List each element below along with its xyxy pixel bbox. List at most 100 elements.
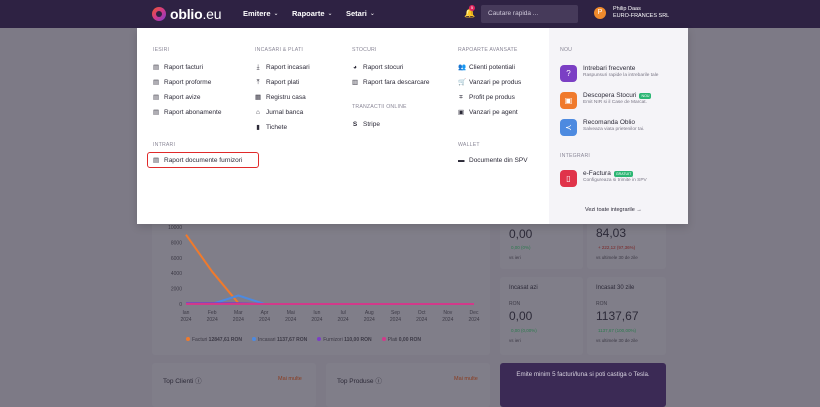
top-clienti-more-link[interactable]: Mai multe <box>278 376 302 382</box>
side-item-title: Recomanda Oblio <box>583 119 636 126</box>
clipboard-icon: ▯ <box>560 170 577 187</box>
incasat-30-label: Incasat 30 zile <box>596 285 635 291</box>
side-item-intrebari-frecvente[interactable]: ? Intrebari frecvente Raspunsuri rapide … <box>560 65 658 82</box>
menu-raport-stocuri[interactable]: ◕ Raport stocuri <box>353 64 404 71</box>
users-icon: 👥 <box>458 64 467 71</box>
top-clienti-title: Top Clienti ⓘ <box>163 378 202 385</box>
x-tick-label: 2024 <box>259 317 270 323</box>
bank-icon: ⌂ <box>256 109 260 116</box>
stripe-icon: S <box>352 121 358 128</box>
sales-chart-card: 10000 8000 6000 4000 2000 0 Ian 2024 Feb 2024 Mar 2… <box>152 215 490 355</box>
x-tick-label: 2024 <box>180 317 191 323</box>
nav-rapoarte[interactable]: Rapoarte ⌄ <box>292 9 333 18</box>
side-item-descopera-stocuri[interactable]: ▣ Descopera Stocuri NOU Emit NIR si il Ca… <box>560 92 652 109</box>
stat-card-2-sub: vs ultimele 30 de zile <box>596 255 638 260</box>
notification-bell-icon[interactable]: 🔔 <box>464 8 476 18</box>
chevron-down-icon: ⌄ <box>369 11 375 17</box>
promo-banner[interactable]: Emite minim 5 facturi/luna si poti casti… <box>500 363 666 407</box>
menu-vanzari-pe-produs[interactable]: 🛒 Vanzari pe produs <box>458 79 522 86</box>
y-tick-label: 0 <box>179 302 182 308</box>
new-badge: NOU <box>639 93 652 99</box>
x-tick-label: Mar <box>234 310 243 316</box>
y-tick-label: 4000 <box>171 271 182 277</box>
top-clienti-card: Top Clienti ⓘ Mai multe <box>152 363 316 407</box>
stat-card-2-value: 84,03 <box>596 226 627 240</box>
document-icon: ▤ <box>153 109 160 116</box>
stat-card-1: 0,00 0,00 (0%) vs ieri <box>500 215 583 269</box>
document-icon: ▤ <box>153 94 160 101</box>
menu-jurnal-banca[interactable]: ⌂ Jurnal banca <box>256 109 304 116</box>
incasat-azi-change: 0,00 (0,00%) <box>511 328 537 333</box>
x-tick-label: Sep <box>391 310 400 316</box>
logo[interactable]: oblio.eu <box>152 6 222 22</box>
x-tick-label: 2024 <box>364 317 375 323</box>
legend-item-plati[interactable]: Plati 0,00 RON <box>381 337 421 343</box>
menu-raport-incasari[interactable]: ⤓ Raport incasari <box>256 64 310 71</box>
side-item-title: Intrebari frecvente <box>583 65 636 72</box>
y-tick-label: 6000 <box>171 256 182 262</box>
section-title-stocuri: STOCURI <box>352 47 377 53</box>
menu-vanzari-pe-agent[interactable]: ▣ Vanzari pe agent <box>458 109 518 116</box>
pie-chart-icon: ◕ <box>353 64 357 71</box>
highlight-box <box>147 152 259 168</box>
x-tick-label: Mai <box>287 310 295 316</box>
incasat-azi-sub: vs ieri <box>509 338 521 343</box>
section-title-intrari: INTRARI <box>153 142 176 148</box>
incasat-azi-currency: RON <box>509 301 521 307</box>
incasat-30-card: Incasat 30 zile RON 1137,67 1137,67 (100… <box>587 277 666 355</box>
section-title-avansate: RAPOARTE AVANSATE <box>458 47 518 53</box>
top-produse-more-link[interactable]: Mai multe <box>454 376 478 382</box>
menu-profit-pe-produs[interactable]: ⌗ Profit pe produs <box>459 94 515 101</box>
search-input[interactable]: Cautare rapida ... <box>481 5 578 23</box>
stat-card-1-sub: vs ieri <box>509 255 521 260</box>
legend-item-furnizori[interactable]: Furnizori 110,00 RON <box>317 337 372 343</box>
document-icon: ▤ <box>153 157 160 164</box>
stat-card-2: 84,03 + 222,12 (97,36%) vs ultimele 30 d… <box>587 215 666 269</box>
section-title-integrari: INTEGRARI <box>560 153 591 159</box>
menu-raport-avize[interactable]: ▤ Raport avize <box>153 94 201 101</box>
menu-raport-plati[interactable]: ⤒ Raport plati <box>256 79 300 86</box>
menu-raport-documente-furnizori[interactable]: ▤ Raport documente furnizori <box>153 157 243 164</box>
user-info[interactable]: Philip Daas EURO-FRANCES SRL <box>613 6 669 20</box>
reports-columns: IESIRI ▤ Raport facturi ▤ Raport proforme … <box>137 28 549 224</box>
menu-raport-facturi[interactable]: ▤ Raport facturi <box>153 64 204 71</box>
x-tick-label: 2024 <box>416 317 427 323</box>
x-tick-label: 2024 <box>338 317 349 323</box>
document-icon: ▤ <box>153 79 160 86</box>
avatar[interactable]: P <box>594 7 606 19</box>
section-title-nou: NOU <box>560 47 573 53</box>
download-icon: ⤓ <box>256 64 260 71</box>
menu-raport-fara-descarcare[interactable]: ▥ Raport fara descarcare <box>352 79 430 86</box>
nav-emitere[interactable]: Emitere ⌄ <box>243 9 279 18</box>
side-item-recomanda-oblio[interactable]: ≺ Recomanda Oblio Salveaza viata prieten… <box>560 119 644 136</box>
menu-raport-proforme[interactable]: ▤ Raport proforme <box>153 79 212 86</box>
side-panel: NOU ? Intrebari frecvente Raspunsuri rap… <box>549 28 688 224</box>
menu-tichete[interactable]: ▮ Tichete <box>256 124 288 131</box>
legend-item-incasari[interactable]: Incasari 1137,67 RON <box>252 337 307 343</box>
y-tick-label: 2000 <box>171 287 182 293</box>
menu-stripe[interactable]: S Stripe <box>352 121 380 128</box>
incasat-30-value: 1137,67 <box>596 309 639 323</box>
menu-clienti-potentiali[interactable]: 👥 Clienti potentiali <box>458 64 515 71</box>
side-item-title: e-Factura GRATUIT <box>583 170 634 177</box>
x-tick-label: 2024 <box>311 317 322 323</box>
side-item-desc: Raspunsuri rapide la intrebarile tale <box>583 73 659 78</box>
incasat-azi-card: Incasat azi RON 0,00 0,00 (0,00%) vs ier… <box>500 277 583 355</box>
question-icon: ? <box>560 65 577 82</box>
legend-item-facturi[interactable]: Facturi 12847,61 RON <box>186 337 242 343</box>
nav-setari[interactable]: Setari ⌄ <box>346 9 375 18</box>
section-title-incasari: INCASARI & PLATI <box>255 47 304 53</box>
cart-icon: 🛒 <box>458 79 467 86</box>
see-all-integrations-link[interactable]: Vezi toate integrarile → <box>585 207 642 213</box>
menu-registru-casa[interactable]: ▦ Registru casa <box>255 94 306 101</box>
menu-raport-abonamente[interactable]: ▤ Raport abonamente <box>153 109 222 116</box>
side-item-e-factura[interactable]: ▯ e-Factura GRATUIT Configureaza si trimi… <box>560 170 647 187</box>
rapoarte-mega-menu: IESIRI ▤ Raport facturi ▤ Raport proforme … <box>137 28 688 224</box>
top-produse-card: Top Produse ⓘ Mai multe <box>326 363 490 407</box>
logo-mark-icon <box>152 7 166 21</box>
incasat-30-sub: vs ultimele 30 de zile <box>596 338 638 343</box>
section-title-tranzactii: TRANZACTII ONLINE <box>352 104 407 110</box>
section-title-wallet: WALLET <box>458 142 480 148</box>
menu-documente-din-spv[interactable]: ▬ Documente din SPV <box>458 157 528 164</box>
promo-text: Emite minim 5 facturi/luna si poti casti… <box>516 371 650 378</box>
